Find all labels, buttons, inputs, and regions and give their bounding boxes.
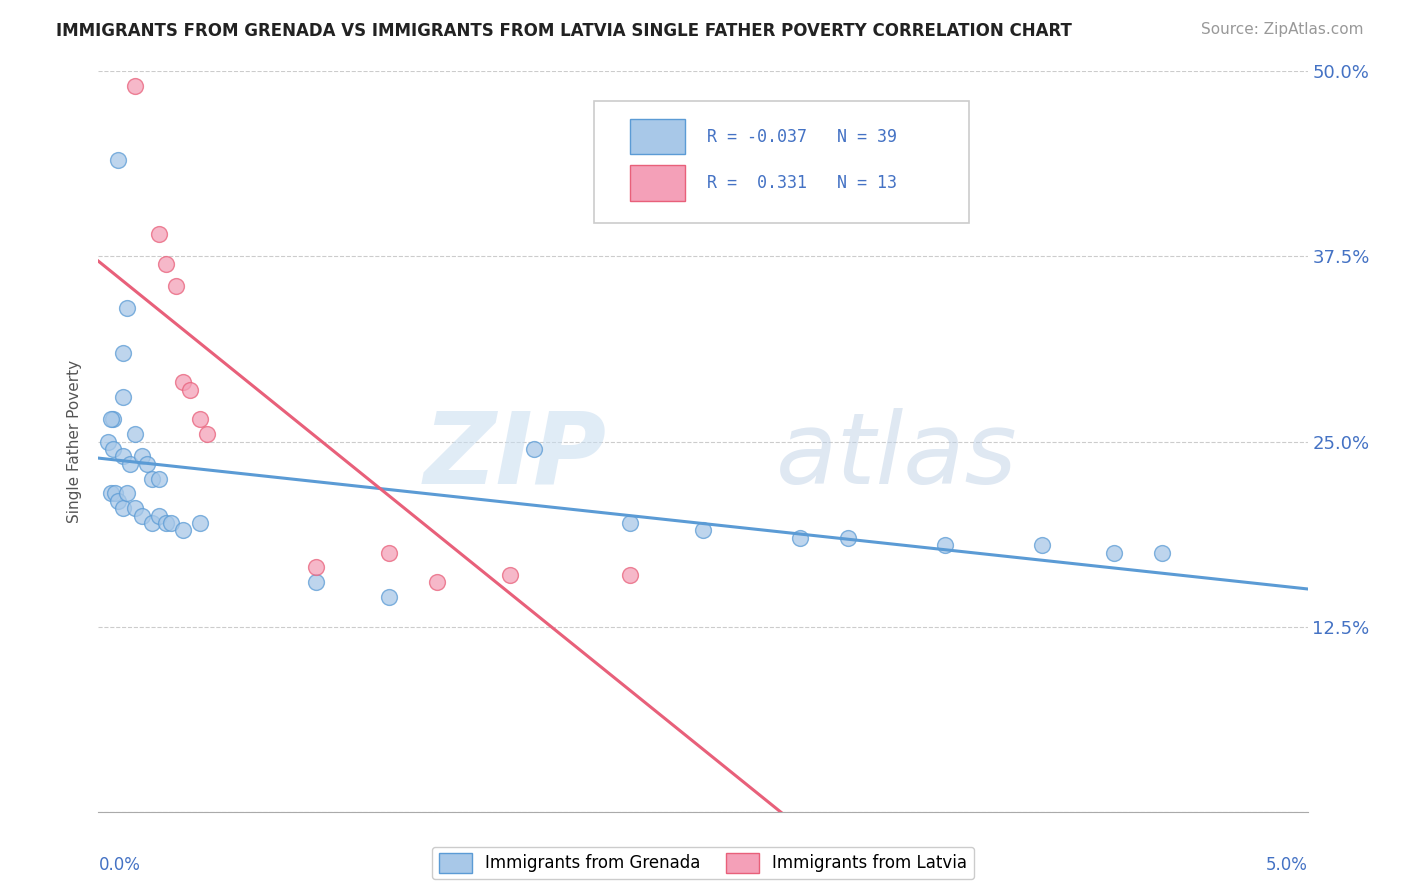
Point [523, 442, 546, 456]
Point [107, 493, 129, 508]
Point [141, 471, 163, 485]
Point [305, 575, 328, 590]
FancyBboxPatch shape [630, 119, 685, 154]
Point [179, 383, 201, 397]
Point [101, 442, 124, 456]
Point [188, 516, 211, 530]
Point [172, 376, 194, 390]
Point [104, 486, 127, 500]
Point [155, 257, 177, 271]
Point [160, 516, 183, 530]
Point [124, 79, 146, 94]
Text: R = -0.037   N = 39: R = -0.037 N = 39 [707, 128, 897, 145]
Point [100, 412, 122, 426]
Point [934, 538, 956, 552]
Point [172, 524, 194, 538]
Text: atlas: atlas [776, 408, 1017, 505]
Point [619, 516, 641, 530]
Point [117, 301, 139, 316]
Point [426, 575, 449, 590]
Point [155, 516, 177, 530]
Point [1152, 546, 1174, 560]
Point [789, 531, 811, 545]
Point [148, 508, 170, 523]
Point [165, 279, 187, 293]
Point [118, 457, 141, 471]
Text: Source: ZipAtlas.com: Source: ZipAtlas.com [1201, 22, 1364, 37]
Point [111, 450, 134, 464]
Point [100, 486, 122, 500]
Text: 5.0%: 5.0% [1265, 856, 1308, 874]
Legend: Immigrants from Grenada, Immigrants from Latvia: Immigrants from Grenada, Immigrants from… [432, 847, 974, 880]
Point [619, 567, 641, 582]
Point [101, 412, 124, 426]
Point [188, 412, 211, 426]
Point [1031, 538, 1053, 552]
Point [692, 524, 714, 538]
Text: R =  0.331   N = 13: R = 0.331 N = 13 [707, 174, 897, 192]
Point [148, 471, 170, 485]
Point [1102, 546, 1125, 560]
Point [141, 516, 163, 530]
Point [195, 427, 218, 442]
Point [377, 590, 399, 604]
Text: IMMIGRANTS FROM GRENADA VS IMMIGRANTS FROM LATVIA SINGLE FATHER POVERTY CORRELAT: IMMIGRANTS FROM GRENADA VS IMMIGRANTS FR… [56, 22, 1073, 40]
Point [498, 567, 520, 582]
Point [131, 508, 153, 523]
FancyBboxPatch shape [595, 101, 969, 223]
Point [97, 434, 120, 449]
Point [124, 427, 146, 442]
Point [111, 345, 134, 359]
Point [107, 153, 129, 168]
Point [148, 227, 170, 242]
Text: ZIP: ZIP [423, 408, 606, 505]
Point [135, 457, 157, 471]
Point [377, 546, 399, 560]
Y-axis label: Single Father Poverty: Single Father Poverty [67, 360, 83, 523]
Point [131, 450, 153, 464]
Text: 0.0%: 0.0% [98, 856, 141, 874]
Point [124, 501, 146, 516]
Point [837, 531, 859, 545]
FancyBboxPatch shape [630, 165, 685, 201]
Point [111, 501, 134, 516]
Point [117, 486, 139, 500]
Point [305, 560, 328, 574]
Point [111, 390, 134, 404]
